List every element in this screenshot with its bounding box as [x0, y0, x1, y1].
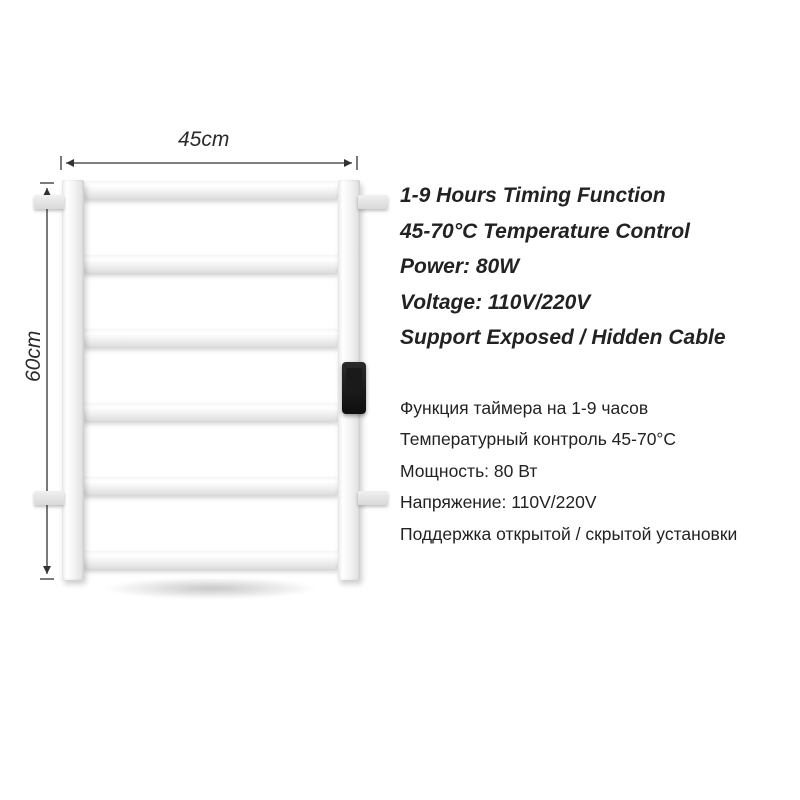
specs-english: 1-9 Hours Timing Function 45-70°C Temper… — [400, 180, 780, 355]
spec-temp-ru: Температурный контроль 45-70°C — [400, 424, 780, 456]
spec-voltage-en: Voltage: 110V/220V — [400, 287, 780, 320]
rack-controller-panel — [342, 362, 366, 414]
width-dimension-line — [60, 156, 358, 170]
rack-bar — [84, 477, 338, 495]
rack-bar — [84, 255, 338, 273]
rack-bar — [84, 181, 338, 199]
rack-wall-bracket — [358, 195, 388, 209]
specs-block: 1-9 Hours Timing Function 45-70°C Temper… — [400, 180, 780, 550]
spec-power-ru: Мощность: 80 Вт — [400, 456, 780, 488]
rack-bar — [84, 329, 338, 347]
spec-timing-ru: Функция таймера на 1-9 часов — [400, 393, 780, 425]
product-infographic: 45cm 60cm 1-9 Hours Timing Function — [0, 0, 800, 800]
rack-wall-bracket — [358, 491, 388, 505]
floor-shadow — [60, 578, 362, 604]
rack-bar — [84, 551, 338, 569]
rack-wall-bracket — [34, 195, 64, 209]
spec-timing-en: 1-9 Hours Timing Function — [400, 180, 780, 213]
spec-cable-en: Support Exposed / Hidden Cable — [400, 322, 780, 355]
spec-power-en: Power: 80W — [400, 251, 780, 284]
spec-temp-en: 45-70°C Temperature Control — [400, 216, 780, 249]
spec-voltage-ru: Напряжение: 110V/220V — [400, 487, 780, 519]
specs-russian: Функция таймера на 1-9 часов Температурн… — [400, 393, 780, 551]
height-dimension-line — [40, 182, 54, 580]
spec-cable-ru: Поддержка открытой / скрытой установки — [400, 519, 780, 551]
rack-wall-bracket — [34, 491, 64, 505]
towel-rack-product — [62, 180, 360, 580]
rack-left-rail — [62, 180, 84, 580]
rack-bar — [84, 403, 338, 421]
width-dimension-label: 45cm — [178, 128, 229, 152]
